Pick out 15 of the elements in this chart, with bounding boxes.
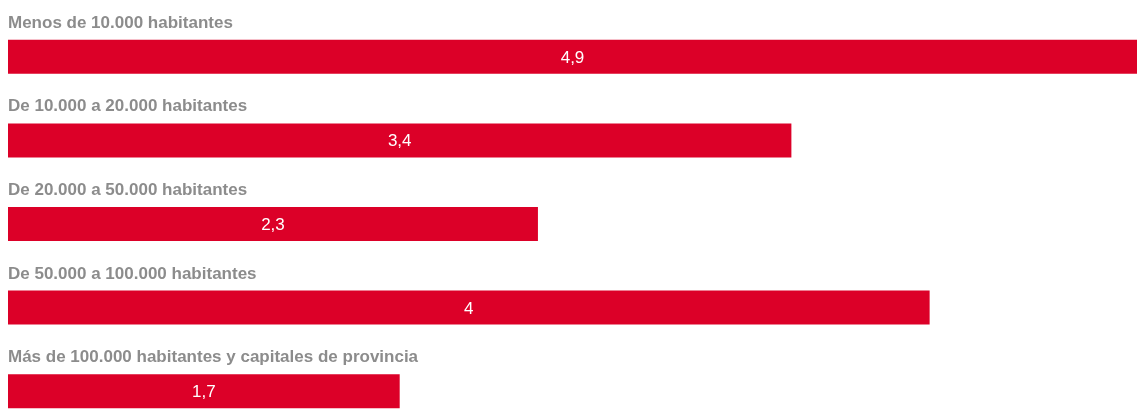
- data-label: 3,4: [387, 131, 412, 151]
- y-tick-label: De 10.000 a 20.000 habitantes: [8, 96, 248, 116]
- y-tick-label: Más de 100.000 habitantes y capitales de provincia: [8, 347, 419, 367]
- data-label: 4: [464, 298, 474, 318]
- bar: [8, 123, 792, 158]
- data-label: 2,3: [261, 215, 285, 234]
- y-tick-label: De 50.000 a 100.000 habitantes: [8, 263, 257, 283]
- y-tick-label: Menos de 10.000 habitantes: [8, 12, 233, 32]
- data-label: 4,9: [560, 47, 585, 67]
- bar: [8, 39, 1137, 74]
- data-label: 1,7: [192, 382, 216, 402]
- bar: [8, 290, 930, 325]
- bar: [8, 374, 400, 409]
- y-tick-label: De 20.000 a 50.000 habitantes: [8, 180, 248, 199]
- bar: [8, 207, 538, 241]
